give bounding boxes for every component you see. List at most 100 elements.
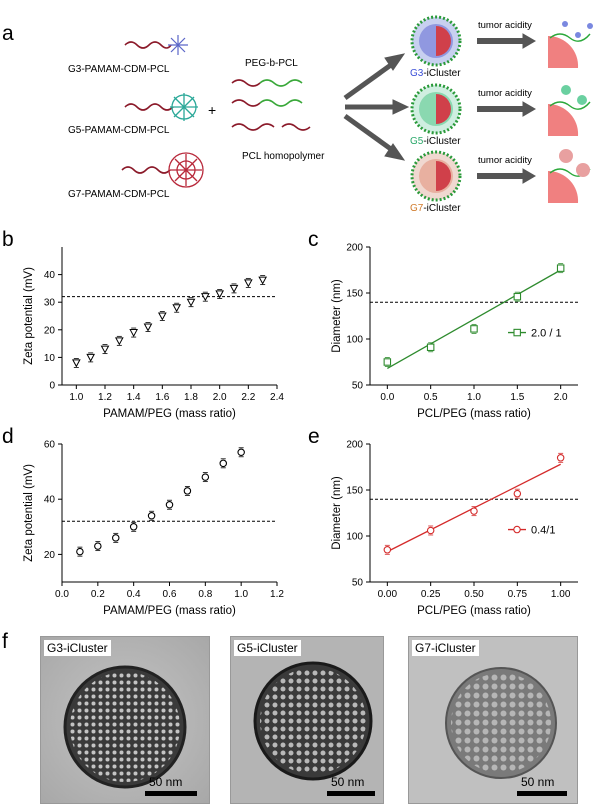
- x-tick-label: 1.0: [234, 589, 248, 600]
- tumor-acidity-label-3: tumor acidity: [478, 155, 532, 166]
- panel-a-label: a: [2, 22, 14, 45]
- tem-g5-scale-text: 50 nm: [331, 775, 365, 789]
- data-point: [258, 276, 268, 285]
- panel-f-label: f: [2, 630, 8, 653]
- peg-b-pcl-label: PEG-b-PCL: [245, 58, 298, 69]
- data-point: [186, 298, 196, 307]
- data-point: [243, 279, 253, 288]
- tem-g3-scale-text: 50 nm: [149, 775, 183, 789]
- y-axis-label: Diameter (nm): [331, 476, 343, 550]
- y-axis-label: Diameter (nm): [331, 279, 343, 353]
- pcl-homopolymer-label: PCL homopolymer: [242, 151, 325, 162]
- x-tick-label: 0.2: [91, 589, 105, 600]
- y-tick-label: 100: [346, 335, 363, 346]
- data-point: [147, 512, 156, 520]
- data-point: [556, 264, 565, 272]
- fit-line: [387, 269, 561, 370]
- g7-pcl-chain: [121, 166, 171, 174]
- y-tick-label: 20: [44, 550, 56, 561]
- g5-icluster-label: G5-iCluster: [410, 136, 461, 147]
- pcl-homopolymer-chains: [231, 123, 311, 131]
- x-tick-label: 1.2: [98, 392, 112, 403]
- y-tick-label: 150: [346, 289, 363, 300]
- x-tick-label: 0.4: [127, 589, 141, 600]
- tem-g7-micrograph: [409, 637, 577, 803]
- tem-image-g3: G3-iCluster 50 nm: [40, 636, 210, 804]
- tem-g3-title: G3-iCluster: [44, 640, 111, 656]
- data-point: [114, 337, 124, 346]
- x-tick-label: 1.8: [184, 392, 198, 403]
- data-point: [383, 358, 392, 366]
- x-tick-label: 1.0: [467, 392, 481, 403]
- legend-label: 0.4/1: [531, 525, 555, 537]
- x-tick-label: 1.6: [155, 392, 169, 403]
- x-tick-label: 0.0: [380, 392, 394, 403]
- data-point: [513, 489, 522, 498]
- tem-g5-scale-bar: [327, 791, 375, 796]
- data-point: [470, 325, 478, 333]
- x-tick-label: 1.2: [270, 589, 284, 600]
- y-tick-label: 40: [44, 270, 56, 281]
- g7-icluster-icon: [410, 150, 462, 202]
- data-point: [237, 448, 245, 457]
- data-point: [219, 459, 228, 468]
- x-tick-label: 0.75: [508, 589, 528, 600]
- legend-label: 2.0 / 1: [531, 328, 562, 340]
- panel-d-label: d: [2, 425, 14, 448]
- panel-a-schematic: [121, 15, 593, 203]
- y-tick-label: 200: [346, 440, 363, 451]
- data-point: [129, 523, 138, 531]
- x-tick-label: 2.0: [213, 392, 227, 403]
- g3-dendron-icon: [168, 35, 188, 55]
- data-point: [383, 546, 392, 554]
- y-tick-label: 60: [44, 440, 56, 451]
- g3-icluster-label: G3-iCluster: [410, 68, 461, 79]
- x-tick-label: 0.6: [163, 589, 177, 600]
- y-tick-label: 10: [44, 353, 56, 364]
- y-tick-label: 0: [49, 381, 55, 392]
- data-point: [129, 329, 139, 338]
- data-point: [172, 304, 182, 313]
- x-tick-label: 1.0: [69, 392, 83, 403]
- chart-c: 0.0 0.5 1.0 1.5 2.0 50 100 150 200 PCL/PEG (mass …: [331, 243, 578, 420]
- tem-g3-scale-bar: [145, 791, 197, 796]
- tumor-acidity-label-2: tumor acidity: [478, 88, 532, 99]
- x-axis-label: PAMAM/PEG (mass ratio): [103, 408, 236, 420]
- x-axis-label: PCL/PEG (mass ratio): [417, 408, 531, 420]
- panel-e-label: e: [308, 425, 320, 448]
- data-point: [201, 473, 210, 481]
- x-tick-label: 0.25: [421, 589, 441, 600]
- y-tick-label: 50: [352, 381, 364, 392]
- data-point: [71, 359, 81, 368]
- g7-icluster-label: G7-iCluster: [410, 203, 461, 214]
- y-axis-label: Zeta potential (mV): [23, 267, 35, 365]
- y-tick-label: 200: [346, 243, 363, 254]
- x-tick-label: 0.0: [55, 589, 69, 600]
- tem-g5-micrograph: [231, 637, 383, 803]
- g7-dendron-icon: [168, 152, 204, 188]
- data-point: [215, 290, 225, 299]
- x-axis-label: PCL/PEG (mass ratio): [417, 605, 531, 617]
- data-point: [165, 500, 174, 509]
- chart-b: 1.0 1.2 1.4 1.6 1.8 2.0 2.2 2.4 0 10 20 30 40 PAMAM/P…: [23, 247, 284, 420]
- chart-d: 0.0 0.2 0.4 0.6 0.8 1.0 1.2 20 40 60 PAMAM/PEG (ma…: [23, 440, 284, 618]
- y-axis-label: Zeta potential (mV): [23, 464, 35, 562]
- legend-marker: [513, 328, 521, 337]
- tem-image-g5: G5-iCluster 50 nm: [230, 636, 384, 804]
- data-point: [513, 292, 522, 301]
- g3-release-icon: [548, 21, 593, 68]
- y-tick-label: 30: [44, 298, 56, 309]
- y-tick-label: 40: [44, 495, 56, 506]
- tem-g7-title: G7-iCluster: [412, 640, 479, 656]
- x-tick-label: 0.5: [424, 392, 438, 403]
- data-point: [94, 542, 102, 550]
- g5-pcl-chain: [124, 103, 174, 111]
- y-tick-label: 20: [44, 325, 56, 336]
- g5-release-icon: [548, 85, 591, 136]
- g5-icluster-icon: [410, 83, 462, 135]
- g3-polymer-label: G3-PAMAM-CDM-PCL: [68, 64, 170, 75]
- x-tick-label: 2.4: [270, 392, 284, 403]
- y-tick-label: 50: [352, 578, 364, 589]
- data-point: [556, 454, 565, 462]
- x-tick-label: 2.2: [241, 392, 255, 403]
